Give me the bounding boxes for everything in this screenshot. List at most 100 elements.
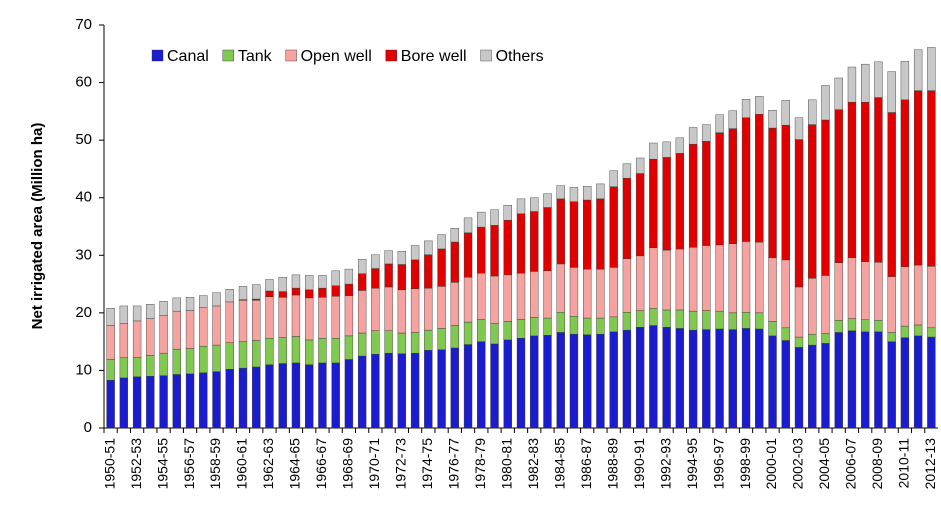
bar-segment xyxy=(437,248,446,287)
bar-segment xyxy=(410,352,420,429)
bar-segment xyxy=(410,259,420,289)
bar-segment xyxy=(305,339,314,365)
bar-segment xyxy=(900,337,910,429)
bar-segment xyxy=(424,350,433,429)
bar-segment xyxy=(371,330,380,355)
bar-segment xyxy=(662,141,671,158)
bar-segment xyxy=(185,297,195,311)
bar-segment xyxy=(543,207,552,272)
bar-segment xyxy=(265,364,274,429)
bar-segment xyxy=(622,163,632,179)
bar-segment xyxy=(755,114,764,243)
bar-segment xyxy=(596,317,605,335)
bar-segment xyxy=(847,257,857,319)
bar-segment xyxy=(861,261,870,320)
bar-segment xyxy=(688,247,698,312)
legend-label: Bore well xyxy=(401,48,467,65)
bar-segment xyxy=(146,304,155,319)
bar-segment xyxy=(159,301,168,316)
bar-segment xyxy=(450,325,459,349)
bar-segment xyxy=(516,318,526,339)
bar-segment xyxy=(927,327,936,338)
bar-segment xyxy=(437,286,446,329)
bar-segment xyxy=(371,268,380,289)
bar-segment xyxy=(649,247,658,309)
legend-swatch xyxy=(285,49,297,62)
bar-segment xyxy=(702,329,711,429)
bar-segment xyxy=(583,185,592,201)
x-tick-label: 1994-95 xyxy=(684,438,700,490)
bar-segment xyxy=(662,309,671,328)
bar-segment xyxy=(490,343,499,429)
bar-segment xyxy=(159,352,168,376)
bar-segment xyxy=(715,328,724,429)
bar-segment xyxy=(622,258,632,313)
bar-segment xyxy=(225,342,234,370)
bar-segment xyxy=(252,284,261,300)
bar-segment xyxy=(781,124,790,261)
bar-segment xyxy=(741,241,751,313)
bar-segment xyxy=(741,99,751,118)
bar-segment xyxy=(397,251,407,265)
bar-segment xyxy=(927,47,936,91)
bar-segment xyxy=(583,317,592,335)
y-tick-label: 10 xyxy=(75,361,92,378)
bar-segment xyxy=(543,270,552,319)
bar-segment xyxy=(265,290,274,297)
bar-segment xyxy=(583,334,592,429)
bar-segment xyxy=(847,318,857,331)
bar-segment xyxy=(477,211,486,228)
bar-segment xyxy=(635,310,645,328)
bar-segment xyxy=(490,275,499,324)
y-tick-label: 50 xyxy=(75,131,92,148)
bar-segment xyxy=(477,341,486,429)
legend-label: Others xyxy=(496,48,544,65)
y-tick-label: 70 xyxy=(75,16,92,33)
bar-segment xyxy=(675,153,685,250)
bar-segment xyxy=(808,99,817,125)
bar-segment xyxy=(688,329,698,429)
bar-segment xyxy=(463,217,473,234)
bar-segment xyxy=(808,344,817,429)
bar-segment xyxy=(132,356,142,377)
bar-segment xyxy=(808,124,817,279)
x-tick-label: 1978-79 xyxy=(472,438,488,490)
bar-segment xyxy=(265,337,274,365)
legend-label: Canal xyxy=(167,48,209,65)
bar-segment xyxy=(503,339,512,429)
bar-segment xyxy=(199,295,208,308)
bar-segment xyxy=(728,312,737,330)
bar-segment xyxy=(649,325,658,429)
bar-segment xyxy=(887,112,896,277)
bar-segment xyxy=(808,278,817,335)
bar-segment xyxy=(556,332,565,429)
legend-label: Tank xyxy=(238,48,273,65)
bar-segment xyxy=(172,348,181,375)
bar-segment xyxy=(821,333,830,344)
bar-segment xyxy=(450,241,459,283)
bar-segment xyxy=(609,267,618,318)
x-tick-label: 1996-97 xyxy=(710,438,726,490)
bar-segment xyxy=(649,308,658,326)
bar-segment xyxy=(291,294,301,337)
bar-segment xyxy=(212,344,221,372)
bar-segment xyxy=(741,117,751,242)
bar-segment xyxy=(728,110,737,129)
bar-segment xyxy=(172,310,181,350)
bar-segment xyxy=(357,290,367,334)
bar-segment xyxy=(318,287,327,298)
bar-segment xyxy=(397,332,407,354)
bar-segment xyxy=(516,198,526,215)
bar-segment xyxy=(384,250,393,265)
bar-segment xyxy=(252,340,261,368)
x-tick-label: 2012-13 xyxy=(922,438,938,490)
bar-segment xyxy=(781,259,790,329)
bar-segment xyxy=(146,318,155,356)
bar-segment xyxy=(649,158,658,249)
bar-segment xyxy=(185,310,195,349)
bar-segment xyxy=(132,376,142,429)
bar-segment xyxy=(794,347,804,429)
bar-segment xyxy=(688,127,698,145)
bar-segment xyxy=(569,187,579,202)
bar-segment xyxy=(530,197,539,212)
